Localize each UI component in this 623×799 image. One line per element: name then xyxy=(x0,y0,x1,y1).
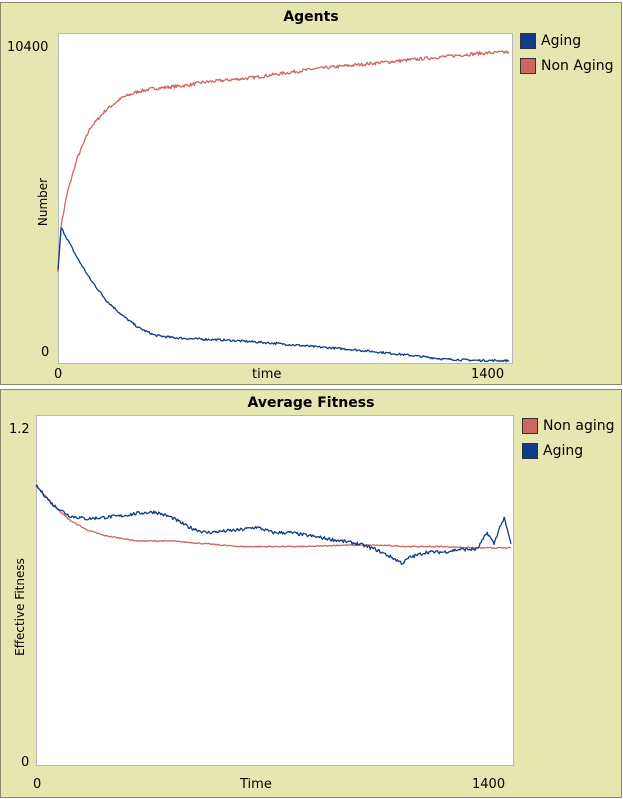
agents-plot-area xyxy=(58,33,513,364)
fitness-y-tick-min: 0 xyxy=(21,755,30,770)
agents-x-tick-max: 1400 xyxy=(471,367,505,382)
legend-item-aging: Aging xyxy=(520,31,581,51)
fitness-x-tick-max: 1400 xyxy=(472,777,506,792)
fitness-x-tick-min: 0 xyxy=(33,777,42,792)
agents-chart-panel: Agents 10400 0 0 1400 time Number Aging … xyxy=(0,2,622,385)
legend-item-non-aging: Non Aging xyxy=(520,56,613,76)
agents-y-tick-min: 0 xyxy=(41,345,50,360)
legend-label-non-aging-fitness: Non aging xyxy=(543,418,615,434)
legend-swatch-non-aging xyxy=(520,58,536,74)
fitness-series-aging xyxy=(35,484,512,565)
fitness-plot-area xyxy=(36,415,514,766)
legend-swatch-aging xyxy=(520,33,536,49)
legend-label-aging: Aging xyxy=(541,33,582,49)
agents-y-tick-max: 10400 xyxy=(7,40,49,55)
fitness-y-tick-max: 1.2 xyxy=(9,422,30,437)
fitness-x-axis-label: Time xyxy=(240,777,272,792)
legend-swatch-non-aging-fitness xyxy=(522,418,538,434)
agents-series-aging xyxy=(57,227,510,363)
agents-series-non-aging xyxy=(57,50,510,272)
agents-chart-title: Agents xyxy=(283,9,339,25)
fitness-series-non-aging xyxy=(35,485,512,550)
fitness-chart-panel: Average Fitness 1.2 0 0 1400 Time Effect… xyxy=(0,389,622,798)
agents-x-axis-label: time xyxy=(252,367,282,382)
legend-swatch-aging-fitness xyxy=(522,443,538,459)
legend-item-non-aging-fitness: Non aging xyxy=(522,416,614,436)
legend-label-aging-fitness: Aging xyxy=(543,443,584,459)
agents-x-tick-min: 0 xyxy=(54,367,63,382)
fitness-chart-title: Average Fitness xyxy=(247,395,375,411)
legend-label-non-aging: Non Aging xyxy=(541,58,614,74)
legend-item-aging-fitness: Aging xyxy=(522,441,583,461)
